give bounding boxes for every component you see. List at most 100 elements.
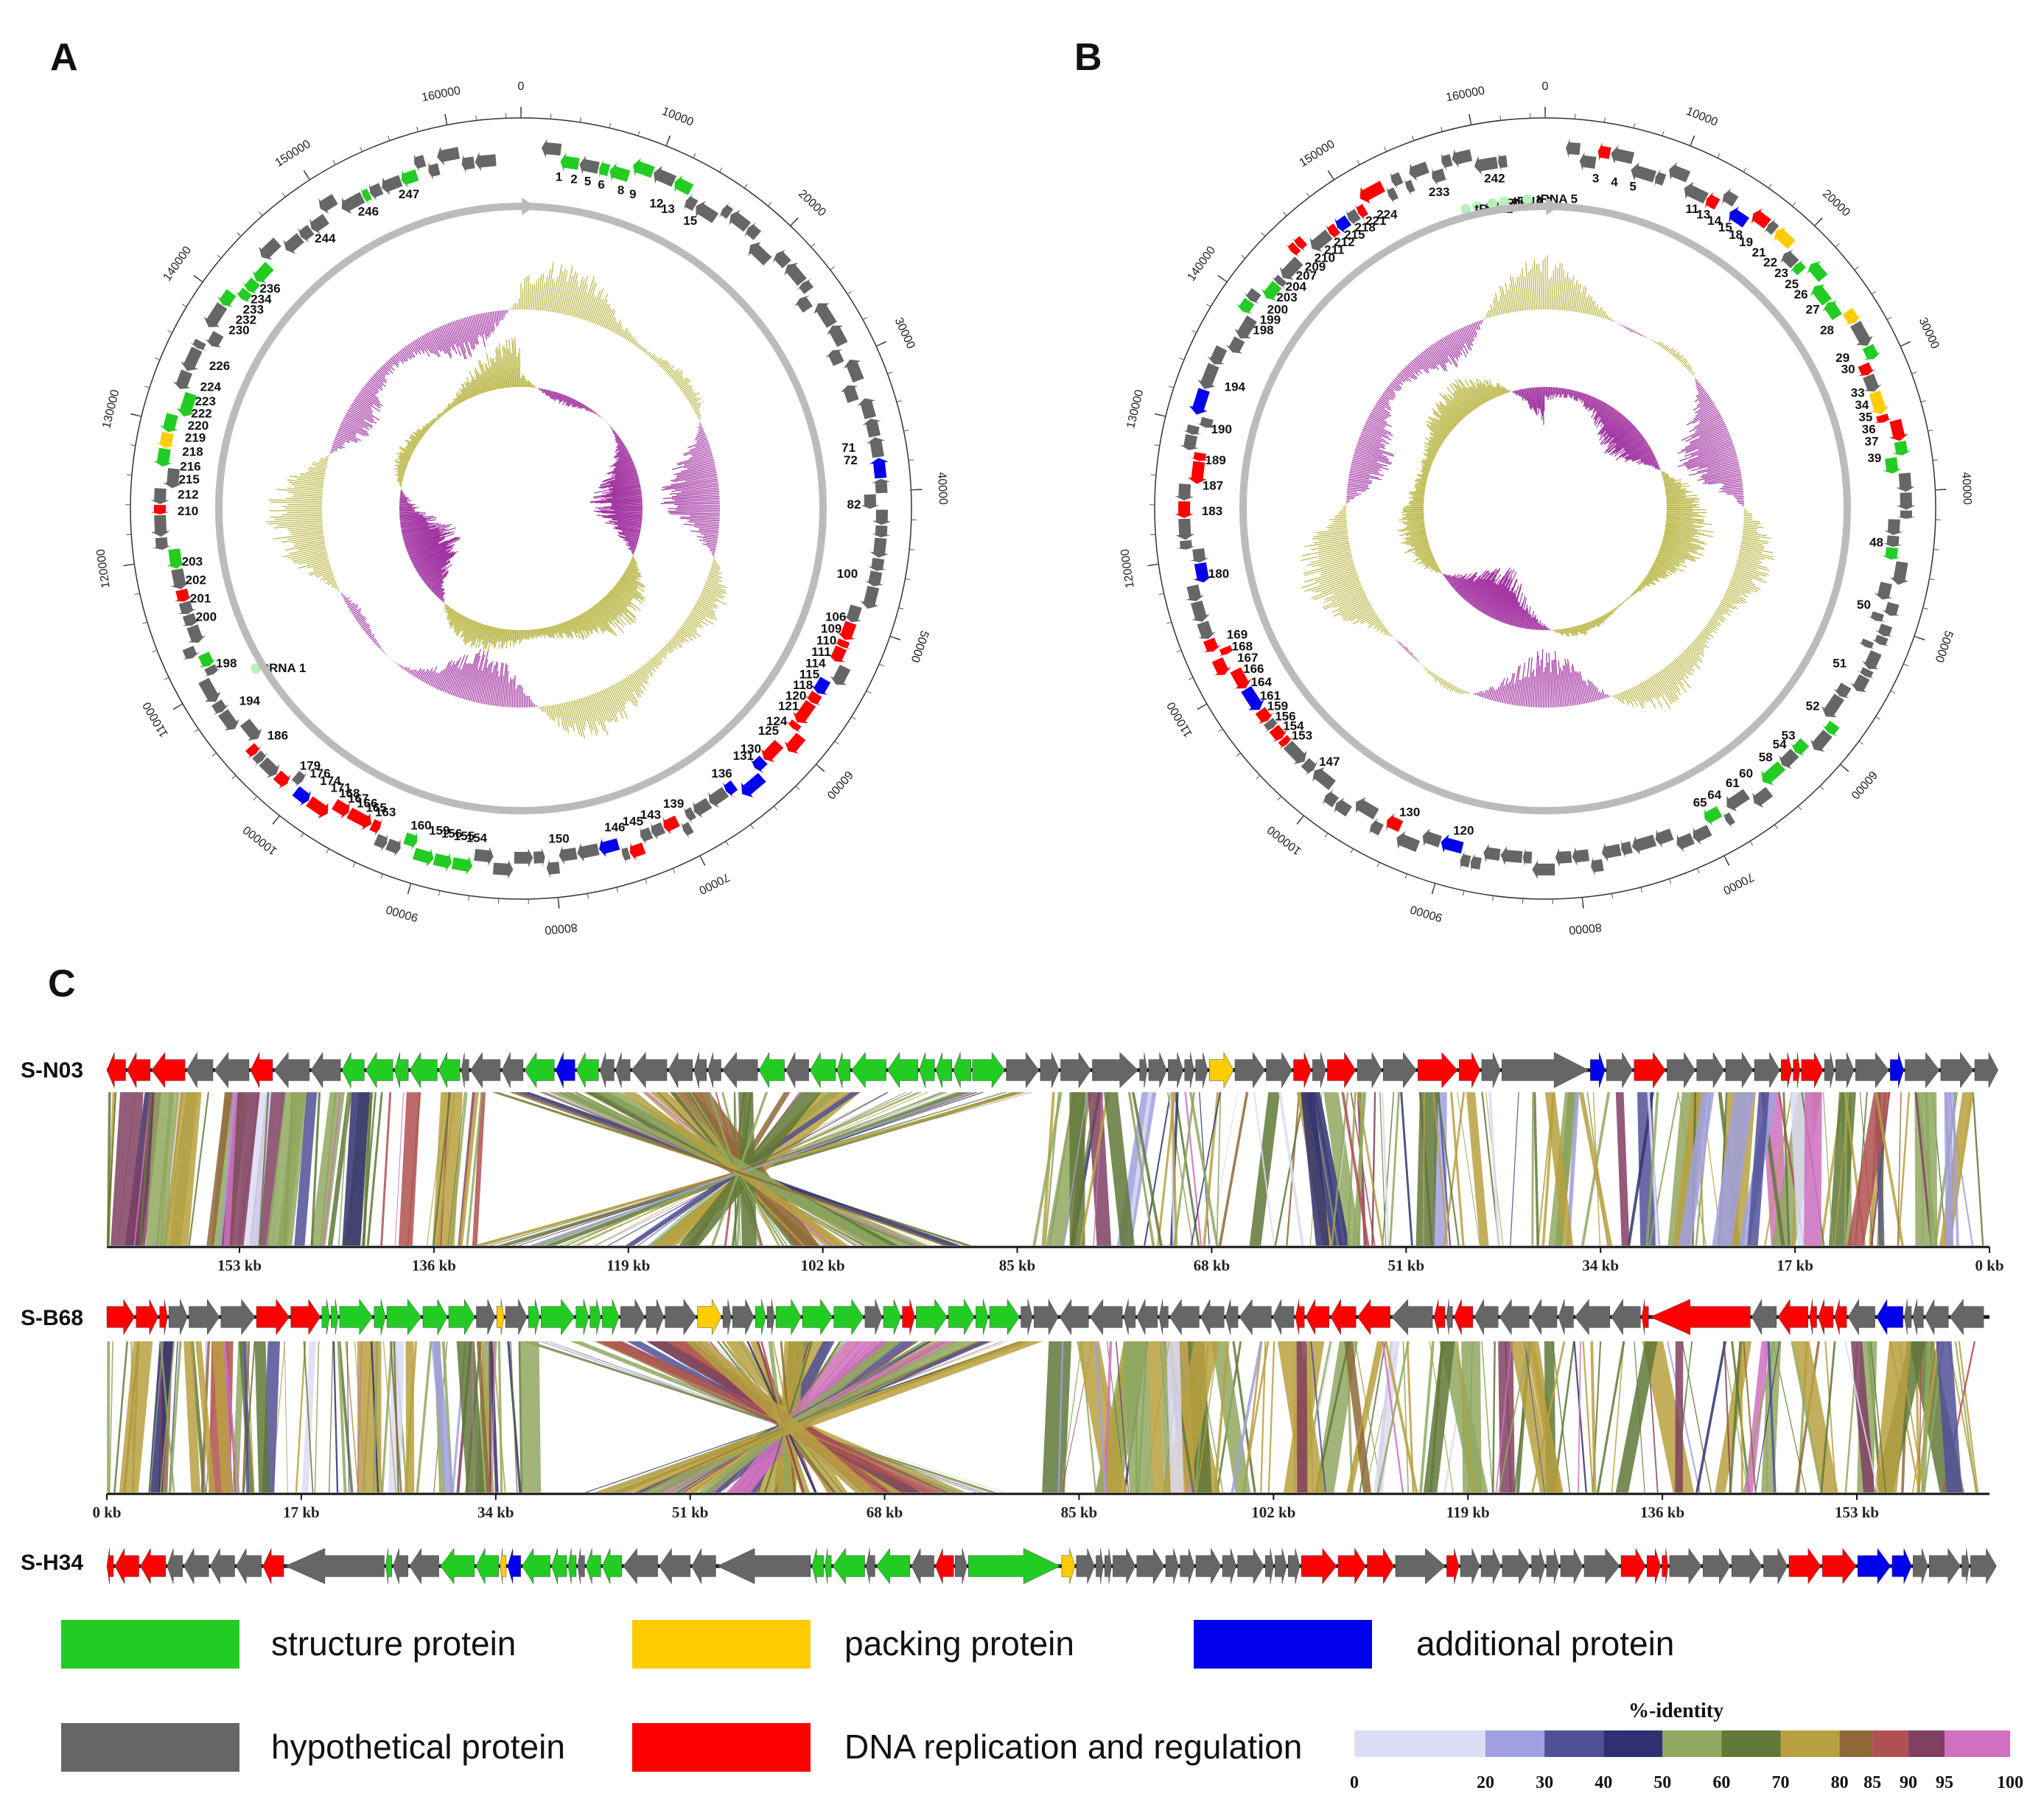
panel-a-gc-skew-ring-bar — [514, 629, 517, 643]
identity-ribbon — [1242, 1341, 1270, 1492]
panel-b-gc-content-ring-bar — [1520, 273, 1525, 311]
panel-a-gc-skew-ring-bar — [609, 591, 628, 608]
panel-a-gc-skew-ring-bar — [422, 425, 428, 431]
panel-a-gc-content-ring-bar — [561, 265, 573, 315]
panel-b-gc-skew-ring-bar — [1430, 425, 1447, 438]
panel-b-gc-skew-ring-bar — [1590, 621, 1594, 629]
identity-ribbon — [519, 1341, 542, 1492]
panel-a-gc-skew-ring-bar — [469, 382, 476, 397]
identity-ribbon — [303, 1341, 314, 1492]
identity-ribbon — [1497, 1341, 1530, 1492]
identity-ribbon — [1278, 1092, 1304, 1246]
track-gene-arrow-hypothetical — [645, 1299, 665, 1335]
panel-a-gc-skew-ring-bar — [592, 606, 615, 636]
panel-b-gc-skew-ring-bar — [1550, 387, 1551, 396]
panel-a-gc-content-ring-bar — [382, 650, 384, 652]
panel-b-gc-content-ring-bar — [1596, 309, 1600, 317]
panel-b-gc-content-ring-bar — [1371, 411, 1385, 420]
panel-b-gc-skew-ring-bar — [1653, 563, 1667, 571]
panel-a-minor-tick — [665, 141, 669, 147]
panel-a-gc-content-ring-bar — [410, 669, 415, 675]
panel-a-gene-label: 82 — [847, 497, 861, 511]
panel-b-gc-skew-ring-bar — [1418, 551, 1432, 558]
track-gene-arrow-additional — [1890, 1052, 1904, 1089]
panel-a-gc-skew-ring-bar — [399, 500, 407, 503]
panel-a-gc-skew-ring-bar — [612, 430, 615, 433]
panel-b-gene-arrow-additional — [1334, 215, 1351, 234]
panel-a-gc-skew-ring-bar — [539, 628, 542, 635]
panel-a-gc-content-ring-bar — [351, 608, 357, 613]
panel-a-gene-arrow-hypothetical — [683, 807, 696, 824]
panel-a-gc-content-ring-bar — [697, 414, 701, 417]
track-gene-arrow-hypothetical — [1824, 1052, 1835, 1089]
panel-b-tick-label: 0 — [1542, 80, 1549, 93]
panel-b-gc-content-ring-bar — [1694, 392, 1708, 402]
panel-a-gc-content-ring-bar — [553, 264, 562, 312]
panel-a-minor-tick — [909, 548, 915, 551]
panel-b-gc-skew-ring-bar — [1560, 629, 1563, 635]
panel-b-gc-content-ring-bar — [1695, 380, 1698, 383]
panel-a-gc-content-ring-bar — [567, 702, 575, 732]
identity-ribbon — [449, 1092, 468, 1246]
panel-b-gc-skew-ring-bar — [1414, 542, 1429, 548]
panel-b-gc-content-ring-bar — [1676, 657, 1693, 676]
identity-ribbon — [593, 1341, 945, 1492]
panel-b-gc-skew-ring-bar — [1622, 440, 1647, 457]
kb-axis-label: 153 kb — [1835, 1503, 1879, 1521]
panel-a-gc-content-ring-bar — [332, 447, 338, 450]
panel-b-gene-track — [1175, 139, 1916, 879]
panel-a-gc-skew-ring-bar — [618, 533, 639, 539]
panel-b-gc-content-ring-bar — [1320, 565, 1355, 576]
panel-b-gene-label: 52 — [1806, 699, 1820, 713]
panel-a-minor-tick — [811, 243, 816, 248]
panel-a-gc-skew-ring-bar — [546, 390, 549, 396]
panel-b-gene-label: 61 — [1726, 776, 1740, 790]
panel-b-gc-skew-ring-bar — [1593, 620, 1597, 626]
panel-b-gc-skew-ring-bar — [1551, 387, 1553, 395]
panel-a-gc-skew-ring-bar — [399, 517, 425, 521]
panel-b-gc-content-ring-bar — [1725, 592, 1747, 603]
panel-b-gene-arrow-hypothetical — [1283, 741, 1307, 764]
panel-b-gc-content-ring-bar — [1679, 358, 1683, 363]
legend-label-hypothetical: hypothetical protein — [271, 1728, 565, 1766]
panel-b-gc-skew-ring-bar — [1585, 623, 1589, 631]
panel-b-minor-tick — [1871, 290, 1877, 295]
panel-a-gc-skew-ring-bar — [620, 578, 637, 590]
panel-b-gc-skew-ring-bar — [1478, 584, 1497, 611]
panel-b-gc-skew-ring-bar — [1664, 531, 1693, 538]
panel-b-gc-content-ring-bar — [1612, 320, 1614, 322]
panel-a-gc-content-ring-bar — [575, 699, 585, 731]
panel-a-gc-content-ring-bar — [480, 313, 487, 340]
panel-a-minor-tick — [637, 130, 640, 136]
panel-a-gc-content-ring-bar — [342, 421, 369, 435]
panel-b-gc-content-ring-bar — [1721, 480, 1743, 484]
panel-a-gc-content-ring-bar — [492, 311, 496, 324]
track-gene-arrow-hypothetical — [864, 1299, 883, 1335]
track-gene-arrow-dna — [1788, 1548, 1821, 1585]
panel-b-gc-content-ring-bar — [1678, 448, 1735, 467]
panel-a-gc-skew-ring-bar — [432, 581, 445, 593]
panel-b-gc-skew-ring-bar — [1435, 405, 1457, 425]
panel-b-gc-skew-ring-bar — [1666, 517, 1705, 522]
panel-b-gc-skew-ring-bar — [1452, 382, 1474, 411]
track-gene-arrow-packing — [1208, 1052, 1234, 1089]
track-gene-arrow-hypothetical — [1913, 1548, 1928, 1585]
track-gene-arrow-dna — [935, 1548, 954, 1585]
panel-a-gene-label: 150 — [548, 832, 569, 846]
panel-b-gc-skew-ring-bar — [1520, 609, 1525, 628]
panel-b-gc-skew-ring-bar — [1631, 449, 1652, 461]
panel-b-gene-arrow-dna — [1704, 192, 1721, 210]
panel-a-gc-skew-ring-bar — [429, 422, 433, 426]
panel-a-minor-tick — [144, 385, 150, 388]
panel-a-gene-arrow-hypothetical — [178, 601, 197, 615]
panel-a-gc-skew-ring-bar — [427, 570, 447, 587]
panel-b-gc-skew-ring-bar — [1516, 602, 1523, 627]
identity-ribbon — [1157, 1092, 1176, 1246]
identity-ribbon — [1944, 1092, 1954, 1246]
panel-a-gc-skew-ring-bar — [617, 453, 630, 461]
panel-b-gc-skew-ring-bar — [1427, 456, 1434, 461]
panel-b-gc-content-ring-bar — [1376, 401, 1392, 411]
panel-a-gc-skew-ring-bar — [613, 528, 640, 534]
panel-b-minor-tick — [1404, 873, 1407, 879]
panel-b-gc-skew-ring-bar — [1631, 594, 1633, 596]
